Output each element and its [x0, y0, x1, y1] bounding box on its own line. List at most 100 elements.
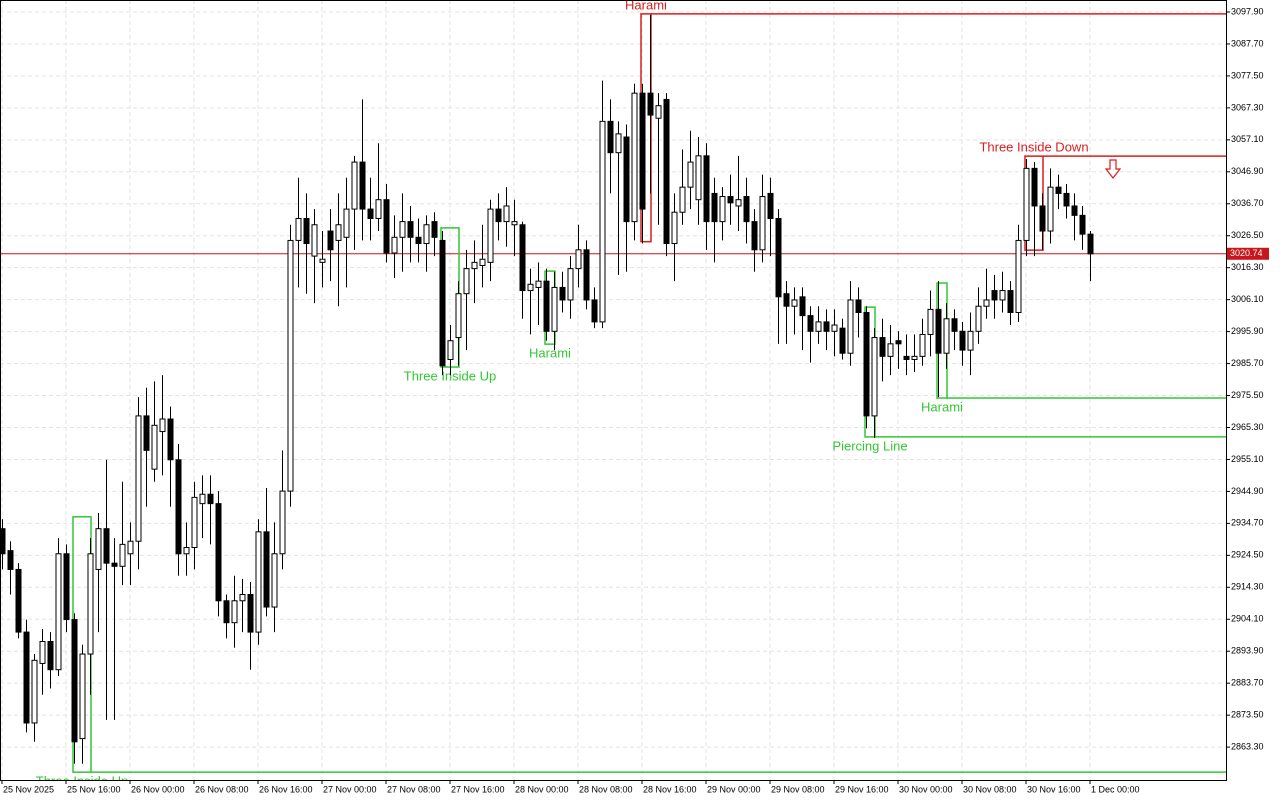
candle-body	[567, 268, 574, 301]
candle-body	[407, 221, 414, 238]
pattern-label: Piercing Line	[832, 438, 907, 453]
y-tick-label: 2904.10	[1231, 614, 1264, 624]
candle-body	[551, 286, 558, 332]
y-tick-label: 2914.30	[1231, 582, 1264, 592]
candle-body	[167, 418, 174, 461]
candle-body	[887, 343, 894, 357]
x-tick-label: 25 Nov 2025	[3, 784, 54, 794]
candle-body	[111, 562, 118, 567]
candle-body	[471, 261, 478, 270]
candle-body	[823, 321, 830, 332]
candle-body	[143, 415, 150, 451]
candle-body	[943, 318, 950, 354]
pattern-label: Harami	[529, 346, 571, 361]
candle-body	[663, 98, 670, 245]
candle-body	[127, 540, 134, 555]
candle-body	[607, 120, 614, 154]
candle-body	[927, 308, 934, 335]
candle-body	[991, 290, 998, 301]
y-tick-label: 2873.50	[1231, 710, 1264, 720]
y-tick-label: 2965.30	[1231, 422, 1264, 432]
candle-body	[71, 619, 78, 743]
candle-body	[975, 305, 982, 332]
candle-body	[63, 553, 70, 621]
candle-body	[903, 355, 910, 360]
y-tick-label: 2995.90	[1231, 326, 1264, 336]
candle-body	[1039, 205, 1046, 232]
candle-body	[1047, 186, 1054, 232]
y-tick-label: 2975.50	[1231, 390, 1264, 400]
candle-body	[207, 493, 214, 505]
candle-body	[655, 105, 662, 119]
candle-body	[711, 192, 718, 223]
pattern-label: Harami	[921, 399, 963, 414]
candle-body	[735, 199, 742, 207]
candle-body	[535, 280, 542, 288]
candle-body	[599, 120, 606, 323]
candle-body	[591, 299, 598, 323]
candle-body	[175, 459, 182, 555]
grid	[0, 0, 1226, 780]
candle-body	[831, 324, 838, 332]
candle-body	[935, 308, 942, 354]
candle-body	[255, 531, 262, 633]
x-tick-label: 28 Nov 08:00	[579, 784, 633, 794]
y-tick-label: 3036.70	[1231, 198, 1264, 208]
candle-body	[879, 337, 886, 357]
candle-body	[791, 299, 798, 307]
last-price-label: 3020.74	[1230, 248, 1263, 258]
x-tick-label: 29 Nov 16:00	[835, 784, 889, 794]
candle-body	[263, 531, 270, 608]
candle-body	[799, 296, 806, 317]
candle-body	[415, 236, 422, 245]
candle-body	[839, 327, 846, 354]
candle-body	[895, 340, 902, 345]
candle-body	[679, 186, 686, 213]
candle-body	[231, 600, 238, 624]
candle-body	[87, 553, 94, 655]
candle-body	[967, 330, 974, 351]
candle-body	[79, 653, 86, 740]
x-tick-label: 29 Nov 08:00	[771, 784, 825, 794]
candle-body	[583, 249, 590, 301]
candle-body	[351, 161, 358, 210]
candle-body	[743, 196, 750, 223]
x-tick-label: 29 Nov 00:00	[707, 784, 761, 794]
candle-body	[1063, 192, 1070, 207]
candle-body	[327, 230, 334, 251]
time-axis-background	[0, 780, 1280, 800]
y-tick-label: 2985.70	[1231, 358, 1264, 368]
candle-body	[215, 503, 222, 602]
y-tick-label: 2893.90	[1231, 646, 1264, 656]
candle-body	[631, 92, 638, 223]
candle-body	[487, 208, 494, 263]
x-tick-label: 26 Nov 00:00	[131, 784, 185, 794]
y-tick-label: 3067.30	[1231, 102, 1264, 112]
y-tick-label: 2955.10	[1231, 454, 1264, 464]
x-tick-label: 27 Nov 00:00	[323, 784, 377, 794]
candle-body	[871, 337, 878, 417]
candle-body	[911, 355, 918, 360]
candle-body	[7, 550, 14, 570]
y-tick-label: 3016.30	[1231, 262, 1264, 272]
candle-body	[151, 424, 158, 470]
candle-body	[463, 268, 470, 295]
candle-body	[495, 208, 502, 223]
candle-body	[375, 199, 382, 219]
candle-body	[999, 290, 1006, 301]
candle-body	[775, 217, 782, 298]
candle-body	[623, 136, 630, 223]
x-tick-label: 26 Nov 08:00	[195, 784, 249, 794]
candle-body	[223, 600, 230, 624]
candle-body	[1007, 290, 1014, 313]
candle-body	[847, 299, 854, 354]
candle-body	[279, 490, 286, 555]
candle-body	[1015, 239, 1022, 313]
pattern-label: Three Inside Down	[979, 140, 1088, 155]
candle-body	[783, 293, 790, 307]
candle-body	[527, 283, 534, 292]
candle-body	[23, 631, 30, 724]
candle-body	[135, 415, 142, 542]
